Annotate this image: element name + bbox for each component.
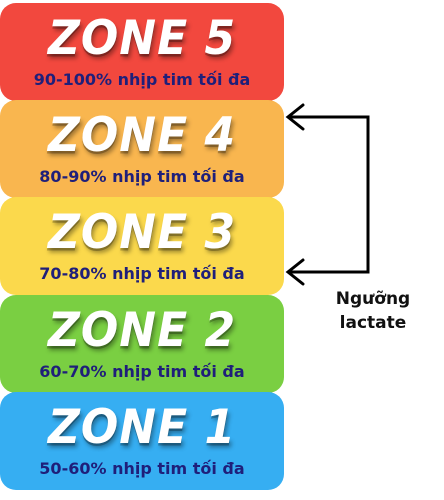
zone-5-desc: 90-100% nhịp tim tối đa <box>33 70 251 89</box>
zone-1-desc: 50-60% nhịp tim tối đa <box>39 459 245 478</box>
zone-3-desc: 70-80% nhịp tim tối đa <box>39 264 245 283</box>
zone-1-box: ZONE 1 50-60% nhịp tim tối đa <box>0 392 284 490</box>
zone-1-title: ZONE 1 <box>47 399 237 456</box>
zone-4-title: ZONE 4 <box>47 107 237 164</box>
zone-2-desc: 60-70% nhịp tim tối đa <box>39 362 245 381</box>
arrow-head-top <box>285 103 305 131</box>
arrow-head-bottom <box>285 258 305 286</box>
lactate-threshold-label: Ngưỡng lactate <box>318 287 428 335</box>
zone-5-box: ZONE 5 90-100% nhịp tim tối đa <box>0 3 284 101</box>
zone-2-box: ZONE 2 60-70% nhịp tim tối đa <box>0 295 284 393</box>
annotation-line-1: Ngưỡng <box>335 289 411 309</box>
zone-2-title: ZONE 2 <box>47 302 237 359</box>
zone-3-box: ZONE 3 70-80% nhịp tim tối đa <box>0 197 284 295</box>
zone-4-box: ZONE 4 80-90% nhịp tim tối đa <box>0 100 284 198</box>
zone-4-desc: 80-90% nhịp tim tối đa <box>39 167 245 186</box>
bracket-line <box>290 115 370 274</box>
annotation-line-2: lactate <box>339 313 407 333</box>
zone-3-title: ZONE 3 <box>47 204 237 261</box>
zone-5-title: ZONE 5 <box>47 10 237 67</box>
